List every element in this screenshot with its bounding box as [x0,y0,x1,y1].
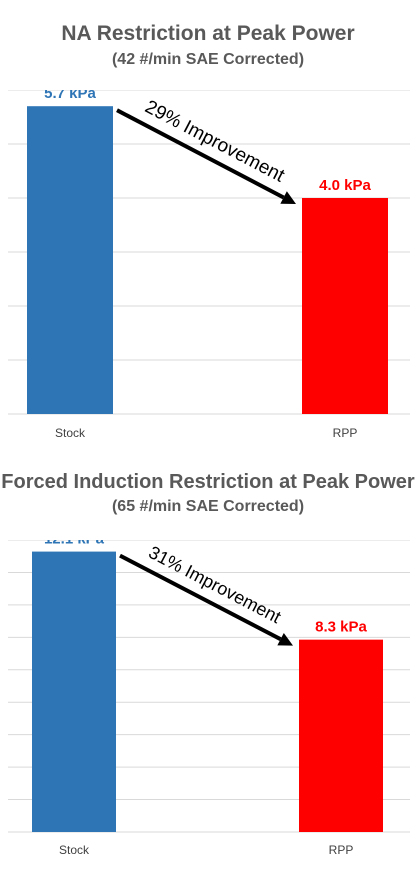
x-tick-label: RPP [329,843,354,857]
data-label: 12.1 kPa [44,540,105,548]
chart-title: NA Restriction at Peak Power [61,22,355,45]
improvement-arrow [116,108,285,200]
arrow-head [277,632,293,646]
improvement-annotation: 29% Improvement [141,97,288,187]
bar-stock [27,106,113,414]
bar-chart-forced-induction: 12.1 kPa Stock 8.3 kPa RPP 31% Improvement [8,540,410,857]
data-label: 5.7 kPa [44,90,96,102]
chart-panel-na: NA Restriction at Peak Power (42 #/min S… [8,22,410,440]
improvement-arrow [119,553,282,641]
bar-rpp [299,639,383,832]
x-tick-label: RPP [333,426,358,440]
chart-subtitle: (65 #/min SAE Corrected) [111,498,305,515]
bar-chart-na: 5.7 kPa Stock 4.0 kPa RPP 29% Improvement [8,90,410,440]
bar-stock [32,551,116,832]
bar-rpp [302,198,388,414]
chart-title: Forced Induction Restriction at Peak Pow… [1,471,415,493]
improvement-annotation: 31% Improvement [145,542,284,627]
x-tick-label: Stock [59,843,90,857]
chart-subtitle: (42 #/min SAE Corrected) [111,51,305,68]
data-label: 8.3 kPa [315,619,367,636]
x-tick-label: Stock [55,426,86,440]
chart-panel-forced-induction: Forced Induction Restriction at Peak Pow… [0,440,416,879]
arrow-head [280,191,296,204]
data-label: 4.0 kPa [319,177,371,194]
